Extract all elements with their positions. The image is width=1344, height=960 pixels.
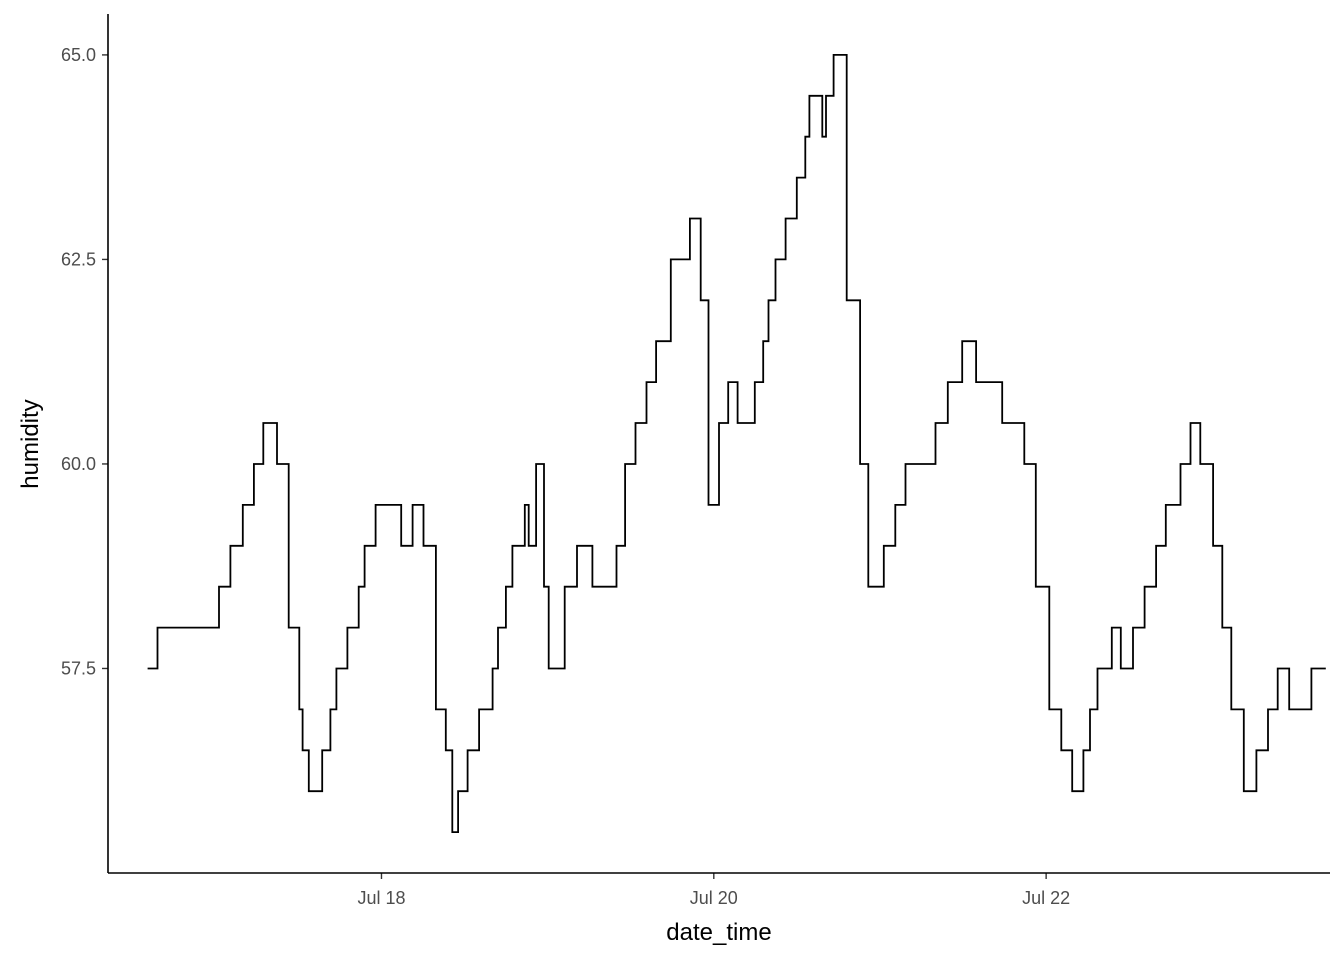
y-axis-title: humidity	[17, 399, 44, 488]
x-tick-label: Jul 22	[1022, 888, 1070, 908]
y-tick-label: 57.5	[61, 658, 96, 678]
humidity-series-line	[147, 54, 1326, 833]
x-tick-label: Jul 18	[357, 888, 405, 908]
y-tick-label: 60.0	[61, 454, 96, 474]
y-tick-label: 62.5	[61, 249, 96, 269]
y-tick-label: 65.0	[61, 45, 96, 65]
x-axis-ticks: Jul 18 Jul 20 Jul 22	[357, 873, 1070, 908]
x-axis-title: date_time	[666, 919, 771, 946]
x-tick-label: Jul 20	[690, 888, 738, 908]
y-axis-ticks: 57.5 60.0 62.5 65.0	[61, 45, 108, 678]
